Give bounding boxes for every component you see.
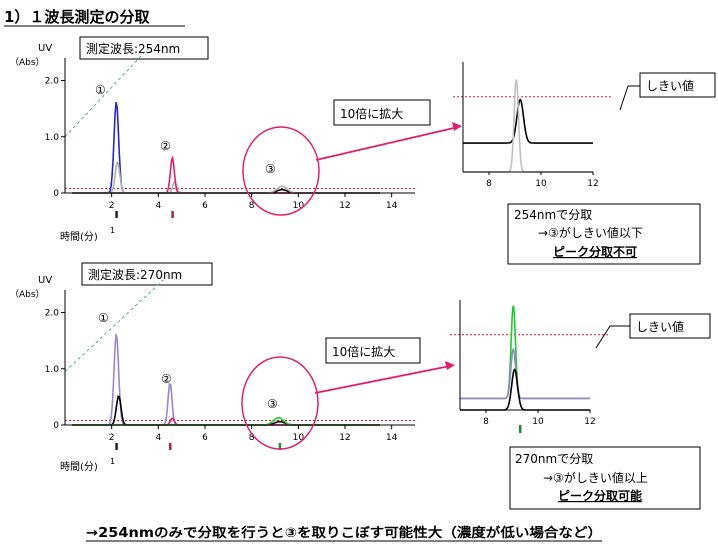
x-tick-label: 12	[339, 433, 350, 443]
result-box-254	[507, 203, 701, 265]
zoom-series-line-2	[460, 368, 590, 411]
x-tick-label: 14	[386, 433, 398, 443]
x-tick-label: 12	[339, 201, 350, 211]
threshold-leader2-254	[619, 85, 629, 111]
zoom-x-tick-label: 8	[486, 179, 492, 189]
x-tick-label: 14	[386, 201, 398, 211]
peak-label-3-270: ③	[267, 397, 278, 411]
fraction-mark	[171, 211, 174, 218]
page-title: 1）１波長測定の分取	[4, 8, 150, 26]
wavelength-box-254	[79, 36, 209, 60]
x-tick-label: 6	[202, 201, 208, 211]
chart-270nm: 測定波長:270nm UV （Abs） 0 1.0 2.0 2 4 6 8 10 12 14 時間…	[10, 262, 711, 510]
peak-label-1-254: ①	[95, 83, 106, 97]
x-tick-label: 6	[202, 433, 208, 443]
zoom-plot-254nm: 8 10 12	[453, 62, 613, 189]
x-tick-label: 2	[109, 433, 115, 443]
result-line2-254: →③がしきい値以下	[538, 225, 643, 240]
wavelength-box-270	[81, 262, 213, 286]
zoom-series-line-1	[463, 79, 593, 173]
highlight-ellipse-270	[241, 356, 319, 450]
zoom-x-tick-label: 10	[535, 179, 547, 189]
zoom-arrowhead-270	[445, 361, 455, 370]
zoom-plot-270nm: 8 10 12	[450, 300, 610, 433]
result-line3-254: ピーク分取不可	[553, 244, 637, 259]
plot-254nm: 0 1.0 2.0 2 4 6 8 10 12 14	[45, 48, 415, 218]
zoom-x-tick-label: 10	[532, 417, 544, 427]
fraction-mark	[169, 443, 172, 450]
zoom-arrow-270	[314, 365, 451, 394]
zoom-arrowhead-254	[452, 122, 462, 131]
y-tick-label: 0	[53, 189, 59, 199]
zoom-x-tick-label: 12	[587, 179, 598, 189]
y-tick-label: 2.0	[45, 77, 60, 87]
result-box-270	[509, 446, 701, 510]
fraction-mark	[278, 443, 282, 450]
threshold-label-270: しきい値	[636, 319, 684, 334]
zoom-series-line-0	[460, 305, 590, 400]
result-line1-270: 270nmで分取	[515, 452, 593, 466]
x-tick-label: 10	[293, 201, 305, 211]
zoom-label-box-270	[325, 337, 421, 364]
threshold-label-254: しきい値	[646, 78, 694, 93]
conclusion-text: →254nmのみで分取を行うと③を取りこぼす可能性大（濃度が低い場合など）	[86, 525, 602, 541]
zoom-label-box-254	[333, 99, 431, 126]
gradient-line	[65, 280, 164, 372]
zoom-arrow-254	[315, 126, 459, 161]
zoom-x-tick-label: 12	[584, 417, 595, 427]
peak-label-2-254: ②	[160, 139, 171, 153]
y-label-uv-254: UV	[38, 43, 52, 54]
threshold-leader2-270	[595, 325, 611, 349]
zoom-x-tick-label: 8	[483, 417, 489, 427]
series-line-2	[72, 417, 380, 426]
result-line3-270: ピーク分取可能	[558, 488, 642, 503]
y-tick-label: 2.0	[45, 309, 60, 319]
x-axis-label-254: 時間(分)	[60, 231, 98, 243]
series-line-3	[72, 416, 380, 426]
result-line1-254: 254nmで分取	[514, 208, 592, 222]
peak-label-2-270: ②	[161, 372, 172, 386]
series-line-4	[72, 185, 380, 194]
zoom-label-254: 10倍に拡大	[340, 106, 403, 121]
y-tick-label: 1.0	[45, 133, 60, 143]
wavelength-label-254: 測定波長:254nm	[86, 41, 180, 56]
plot-270nm: 0 1.0 2.0 2 4 6 8 10 12 14	[45, 280, 415, 450]
zoom-fraction-mark	[519, 425, 522, 433]
peak-label-1-270: ①	[98, 311, 109, 325]
x-origin-label-254: 1	[110, 226, 115, 235]
highlight-ellipse-254	[242, 126, 320, 216]
y-tick-label: 0	[53, 421, 59, 431]
zoom-label-270: 10倍に拡大	[332, 344, 395, 359]
x-tick-label: 10	[293, 433, 305, 443]
x-tick-label: 8	[249, 433, 255, 443]
x-tick-label: 8	[249, 201, 255, 211]
result-line2-270: →③がしきい値以上	[543, 470, 648, 485]
zoom-series-line-1	[460, 347, 590, 400]
threshold-box-270	[629, 313, 711, 339]
y-label-abs-270: （Abs）	[10, 289, 45, 300]
fraction-mark	[115, 443, 118, 450]
fraction-mark	[115, 211, 118, 218]
zoom-series-line-0	[463, 98, 593, 144]
y-label-uv-270: UV	[38, 275, 52, 286]
threshold-box-254	[639, 72, 716, 98]
x-axis-label-270: 時間(分)	[60, 461, 98, 473]
y-label-abs-254: （Abs）	[10, 57, 45, 68]
y-tick-label: 1.0	[45, 365, 60, 375]
peak-label-3-254: ③	[265, 162, 276, 176]
x-tick-label: 4	[155, 201, 161, 211]
chart-254nm: 測定波長:254nm UV （Abs） 0 1.0 2.0 2 4 6 8 10 12 14 時間…	[10, 36, 716, 265]
gradient-line	[65, 48, 150, 138]
x-tick-label: 4	[155, 433, 161, 443]
x-tick-label: 2	[109, 201, 115, 211]
wavelength-label-270: 測定波長:270nm	[88, 267, 182, 282]
x-origin-label-270: 1	[110, 457, 115, 466]
